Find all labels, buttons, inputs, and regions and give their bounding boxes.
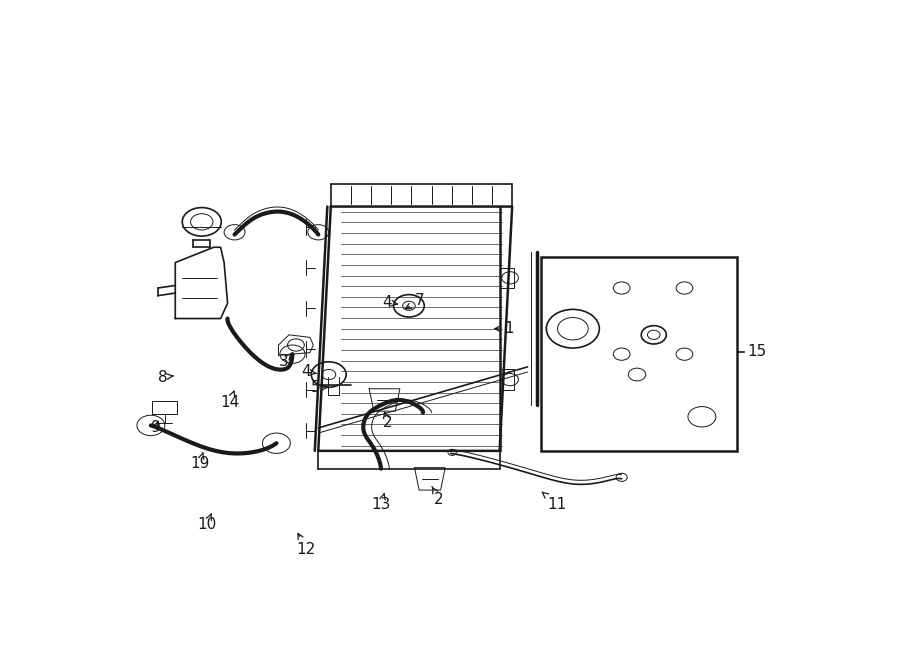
Text: 11: 11	[542, 492, 566, 512]
Text: 19: 19	[190, 453, 210, 471]
Text: 17: 17	[614, 372, 633, 387]
Text: 16: 16	[558, 324, 578, 338]
Text: 14: 14	[220, 391, 239, 410]
Text: 18: 18	[663, 341, 682, 359]
Text: 10: 10	[197, 514, 216, 532]
Text: 2: 2	[432, 486, 444, 507]
Text: 3: 3	[278, 354, 292, 369]
Text: 4: 4	[302, 364, 317, 379]
Text: 2: 2	[382, 412, 392, 430]
Bar	[152, 401, 177, 414]
Text: 4: 4	[382, 295, 398, 310]
Bar	[542, 258, 737, 451]
Text: 5: 5	[311, 380, 328, 395]
Text: 15: 15	[747, 344, 767, 359]
Text: 6: 6	[544, 349, 562, 364]
Text: 12: 12	[297, 533, 316, 557]
Text: 1: 1	[495, 321, 514, 336]
Text: 13: 13	[372, 494, 391, 512]
Text: 7: 7	[406, 293, 424, 309]
Text: 8: 8	[158, 369, 173, 385]
Text: 9: 9	[151, 420, 160, 436]
